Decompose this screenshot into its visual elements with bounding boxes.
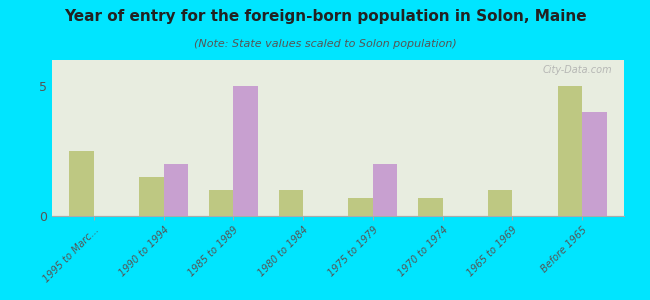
Legend: Solon, Maine: Solon, Maine: [255, 299, 421, 300]
Text: (Note: State values scaled to Solon population): (Note: State values scaled to Solon popu…: [194, 39, 456, 49]
Bar: [558, 86, 582, 216]
Bar: [279, 190, 303, 216]
Bar: [233, 86, 258, 216]
Bar: [164, 164, 188, 216]
Text: City-Data.com: City-Data.com: [543, 65, 612, 75]
Bar: [209, 190, 233, 216]
Bar: [139, 177, 164, 216]
Bar: [70, 151, 94, 216]
Bar: [418, 198, 443, 216]
Text: Year of entry for the foreign-born population in Solon, Maine: Year of entry for the foreign-born popul…: [64, 9, 586, 24]
Bar: [348, 198, 373, 216]
Bar: [373, 164, 397, 216]
Bar: [582, 112, 606, 216]
Bar: [488, 190, 512, 216]
